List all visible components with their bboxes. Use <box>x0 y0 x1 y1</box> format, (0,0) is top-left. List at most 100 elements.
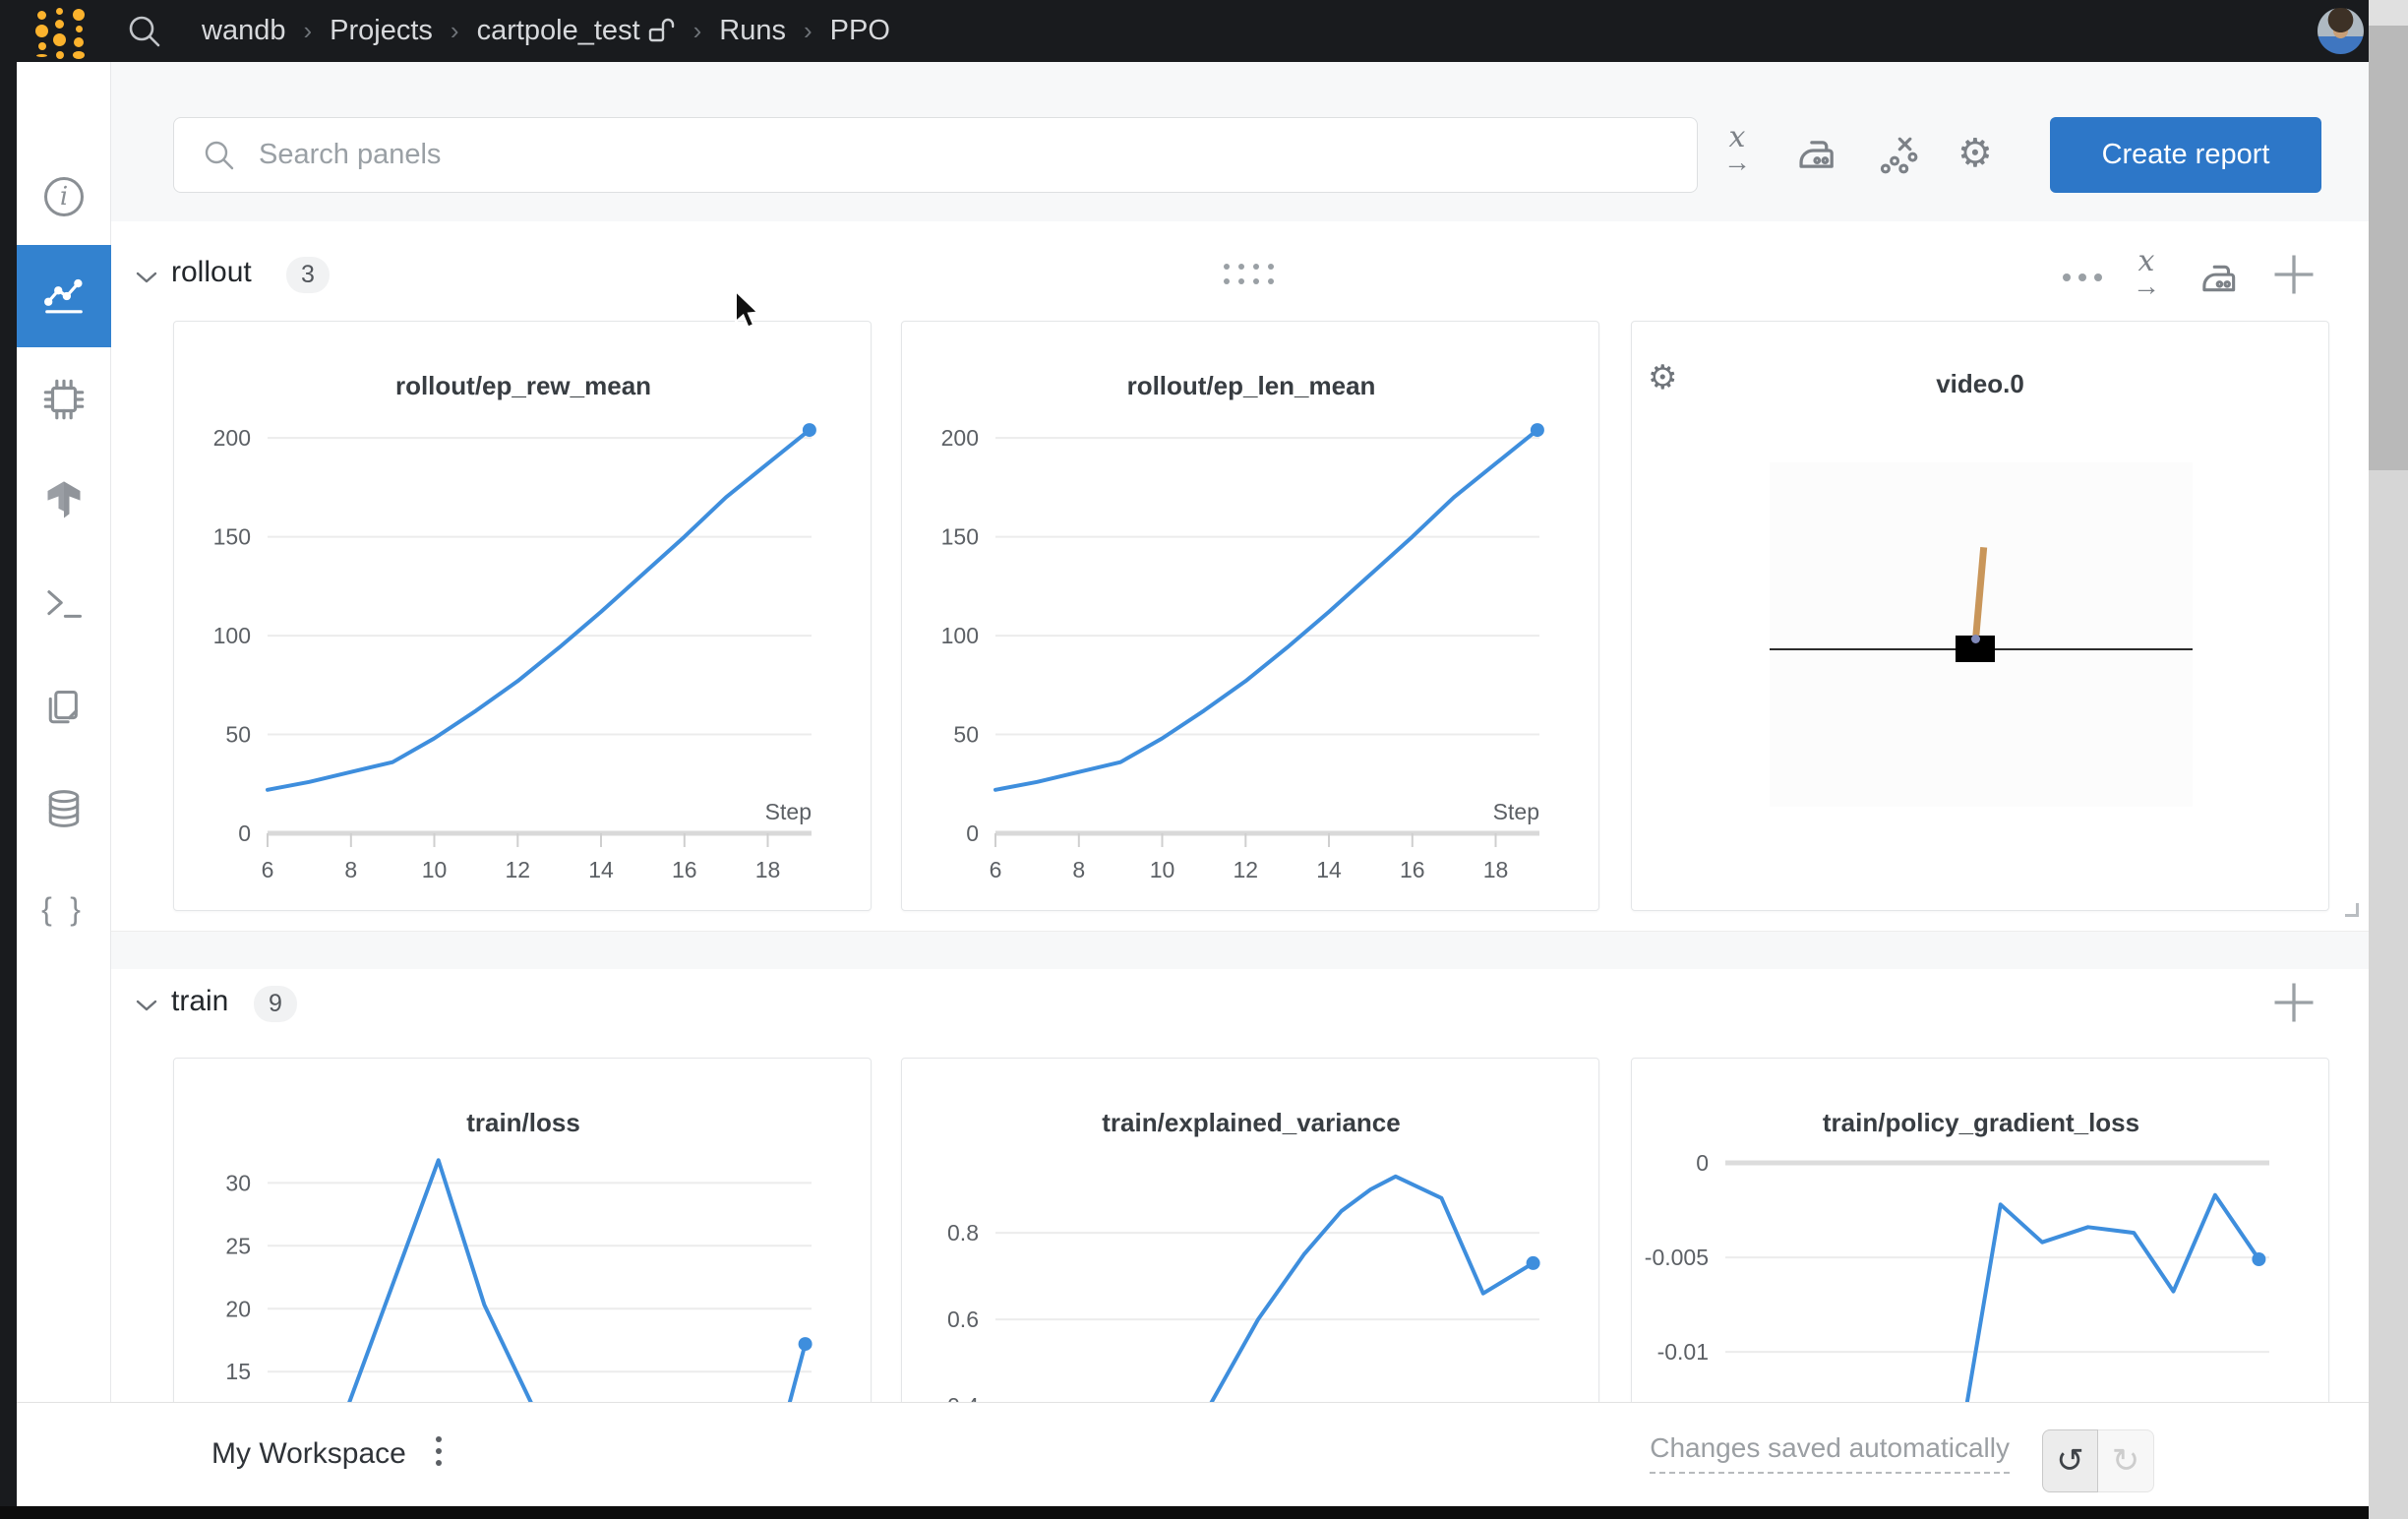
svg-text:14: 14 <box>1316 857 1342 882</box>
sidebar-item-overview[interactable]: i <box>17 146 111 248</box>
breadcrumb-runs[interactable]: Runs <box>719 15 786 46</box>
section-x-axis-icon[interactable]: x → <box>2133 244 2160 301</box>
database-icon <box>48 790 80 827</box>
breadcrumb-separator: › <box>450 16 459 45</box>
section-resize-handle[interactable] <box>2345 903 2359 917</box>
chevron-down-icon[interactable] <box>135 999 158 1012</box>
svg-text:10: 10 <box>422 857 448 882</box>
svg-text:0: 0 <box>1696 1150 1709 1176</box>
svg-text:Step: Step <box>1493 799 1539 824</box>
section-rollout-label[interactable]: rollout <box>171 256 252 288</box>
panel-video-0[interactable]: ⚙ video.0 <box>1631 321 2329 911</box>
global-search-icon[interactable] <box>126 13 163 50</box>
iron-panel-settings-icon[interactable] <box>1796 131 1843 178</box>
redo-button[interactable]: ↻ <box>2098 1429 2154 1492</box>
files-copy-icon <box>48 690 78 724</box>
autosave-status[interactable]: Changes saved automatically <box>1650 1432 2010 1474</box>
workspace-menu-kebab-icon[interactable] <box>430 1430 448 1472</box>
svg-text:Step: Step <box>765 799 812 824</box>
section-overflow-menu-icon[interactable] <box>2063 273 2102 281</box>
panel-rollout-ep-len-mean[interactable]: rollout/ep_len_mean 0 50 100 150 200 6 8 10 12 14 1… <box>901 321 1599 911</box>
sidebar-item-logs[interactable] <box>17 553 111 655</box>
info-icon: i <box>44 177 84 216</box>
breadcrumb-project[interactable]: cartpole_test <box>477 15 676 47</box>
breadcrumb-project-label: cartpole_test <box>476 15 640 46</box>
create-report-button[interactable]: Create report <box>2050 117 2321 193</box>
page-scrollbar[interactable] <box>2369 0 2408 1519</box>
breadcrumb-run[interactable]: PPO <box>829 15 890 46</box>
chip-icon <box>43 379 85 420</box>
cartpole-video-frame <box>1770 462 2193 807</box>
workspace-title: My Workspace <box>211 1437 406 1470</box>
svg-text:6: 6 <box>262 857 274 882</box>
svg-text:50: 50 <box>953 722 979 748</box>
breadcrumb-separator: › <box>804 16 813 45</box>
svg-text:-0.005: -0.005 <box>1645 1245 1709 1270</box>
svg-text:18: 18 <box>755 857 781 882</box>
svg-text:10: 10 <box>1150 857 1175 882</box>
svg-text:18: 18 <box>1483 857 1509 882</box>
sidebar-item-files[interactable] <box>17 657 111 760</box>
sidebar-item-artifacts[interactable] <box>17 758 111 860</box>
svg-text:0: 0 <box>238 820 251 846</box>
lock-open-icon <box>648 18 674 41</box>
svg-text:100: 100 <box>213 623 251 648</box>
sidebar-item-system[interactable] <box>17 348 111 451</box>
svg-text:12: 12 <box>1234 857 1259 882</box>
run-sidebar: i <box>17 62 111 1402</box>
sidebar-item-model[interactable] <box>17 451 111 553</box>
section-drag-handle[interactable] <box>1224 264 1274 284</box>
search-panels-input[interactable] <box>259 118 1675 192</box>
user-avatar[interactable] <box>2318 8 2364 54</box>
breadcrumb-entity[interactable]: wandb <box>202 15 286 46</box>
video-panel-title: video.0 <box>1936 369 2024 398</box>
terminal-icon <box>47 590 83 618</box>
history-controls: ↺ ↻ <box>2042 1429 2154 1492</box>
sidebar-item-config[interactable]: { } <box>17 858 111 960</box>
section-iron-settings-icon[interactable] <box>2198 255 2246 302</box>
window-bottom-edge <box>0 1506 2408 1519</box>
outliers-scatter-icon[interactable] <box>1875 131 1922 178</box>
panel-rollout-ep-rew-mean[interactable]: rollout/ep_rew_mean 0 50 100 150 200 6 8 10 12 14 1… <box>173 321 872 911</box>
svg-text:12: 12 <box>506 857 531 882</box>
section-train-label[interactable]: train <box>171 985 229 1017</box>
workspace-footer-bar: My Workspace Changes saved automatically… <box>17 1402 2369 1506</box>
svg-text:16: 16 <box>1400 857 1425 882</box>
wandb-logo-icon[interactable] <box>33 5 89 59</box>
svg-text:0: 0 <box>966 820 979 846</box>
window-left-edge <box>0 62 17 1519</box>
sidebar-item-charts[interactable] <box>17 245 111 347</box>
svg-text:rollout/ep_len_mean: rollout/ep_len_mean <box>1127 371 1376 400</box>
x-axis-icon[interactable]: x → <box>1723 120 1751 177</box>
svg-text:200: 200 <box>941 425 979 451</box>
section-rollout: rollout 3 x → rollout/ep_rew_mean 0 50 100 15… <box>111 221 2369 932</box>
svg-text:8: 8 <box>1072 857 1085 882</box>
svg-text:150: 150 <box>213 524 251 550</box>
workspace-settings-gear-icon[interactable]: ⚙ <box>1957 132 1993 175</box>
section-rollout-count-badge: 3 <box>286 257 330 293</box>
cartpole-axle <box>1971 635 1980 643</box>
svg-text:25: 25 <box>225 1233 251 1258</box>
svg-text:train/policy_gradient_loss: train/policy_gradient_loss <box>1823 1108 2139 1137</box>
scrollbar-track-top <box>2369 0 2408 26</box>
panel-settings-gear-icon[interactable]: ⚙ <box>1648 359 1678 396</box>
braces-icon: { } <box>41 890 87 927</box>
svg-text:rollout/ep_rew_mean: rollout/ep_rew_mean <box>395 371 651 400</box>
add-panel-plus-icon[interactable] <box>2270 979 2318 1026</box>
breadcrumb-projects[interactable]: Projects <box>330 15 433 46</box>
section-train-count-badge: 9 <box>254 986 297 1022</box>
svg-text:16: 16 <box>672 857 697 882</box>
tensorflow-icon <box>47 481 81 518</box>
undo-button[interactable]: ↺ <box>2042 1429 2098 1492</box>
cartpole-pole <box>1972 547 1988 640</box>
svg-text:100: 100 <box>941 623 979 648</box>
add-panel-plus-icon[interactable] <box>2270 251 2318 298</box>
breadcrumb-separator: › <box>303 16 313 45</box>
chevron-down-icon[interactable] <box>135 271 158 284</box>
svg-text:14: 14 <box>588 857 614 882</box>
panel-search <box>173 117 1698 193</box>
svg-text:150: 150 <box>941 524 979 550</box>
svg-text:50: 50 <box>225 722 251 748</box>
scrollbar-thumb[interactable] <box>2369 26 2408 470</box>
